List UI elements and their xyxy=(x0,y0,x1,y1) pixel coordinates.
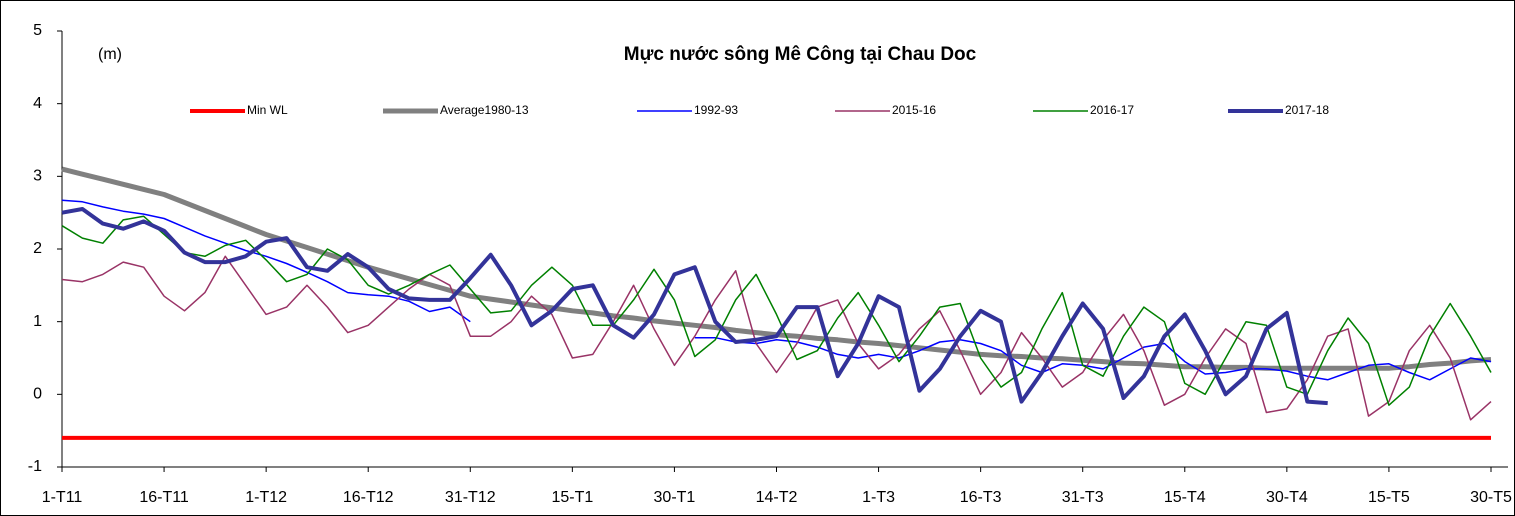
x-tick-label: 30-T4 xyxy=(1266,489,1308,506)
x-tick-label: 15-T1 xyxy=(551,489,593,506)
x-tick-label: 16-T11 xyxy=(139,489,189,506)
legend-label: Average1980-13 xyxy=(440,103,529,117)
series-line xyxy=(61,255,1492,421)
y-tick-label: 0 xyxy=(33,386,42,403)
x-tick-label: 1-T12 xyxy=(245,489,287,506)
chart-title: Mực nước sông Mê Công tại Chau Doc xyxy=(624,44,977,65)
x-tick-label: 30-T1 xyxy=(654,489,696,506)
y-tick-label: 3 xyxy=(33,168,42,185)
series-line xyxy=(61,207,1328,406)
x-tick-label: 15-T5 xyxy=(1368,489,1410,506)
legend-label: 2015-16 xyxy=(892,103,936,117)
y-tick-label: 2 xyxy=(33,240,42,257)
legend-label: 1992-93 xyxy=(694,103,738,117)
x-tick-label: 1-T3 xyxy=(862,489,895,506)
y-tick-label: -1 xyxy=(28,458,42,475)
x-tick-label: 14-T2 xyxy=(756,489,798,506)
legend-label: 2017-18 xyxy=(1285,103,1329,117)
y-tick-label: 4 xyxy=(33,95,42,112)
x-tick-label: 16-T3 xyxy=(960,489,1002,506)
legend-label: Min WL xyxy=(247,103,288,117)
legend-label: 2016-17 xyxy=(1090,103,1134,117)
x-tick-label: 16-T12 xyxy=(343,489,394,506)
x-tick-label: 30-T5 xyxy=(1470,489,1512,506)
y-tick-label: 1 xyxy=(33,313,42,330)
x-tick-label: 15-T4 xyxy=(1164,489,1206,506)
x-tick-label: 31-T12 xyxy=(445,489,496,506)
y-tick-label: 5 xyxy=(33,22,42,39)
series-line xyxy=(61,199,1492,381)
x-tick-label: 1-T11 xyxy=(42,489,83,506)
x-tick-label: 31-T3 xyxy=(1062,489,1104,506)
series-line xyxy=(61,215,1492,406)
y-axis-label: (m) xyxy=(98,46,122,63)
